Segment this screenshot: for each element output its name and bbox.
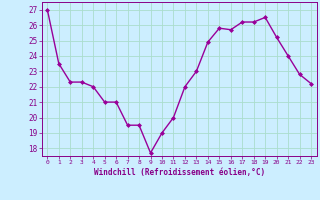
X-axis label: Windchill (Refroidissement éolien,°C): Windchill (Refroidissement éolien,°C) xyxy=(94,168,265,177)
